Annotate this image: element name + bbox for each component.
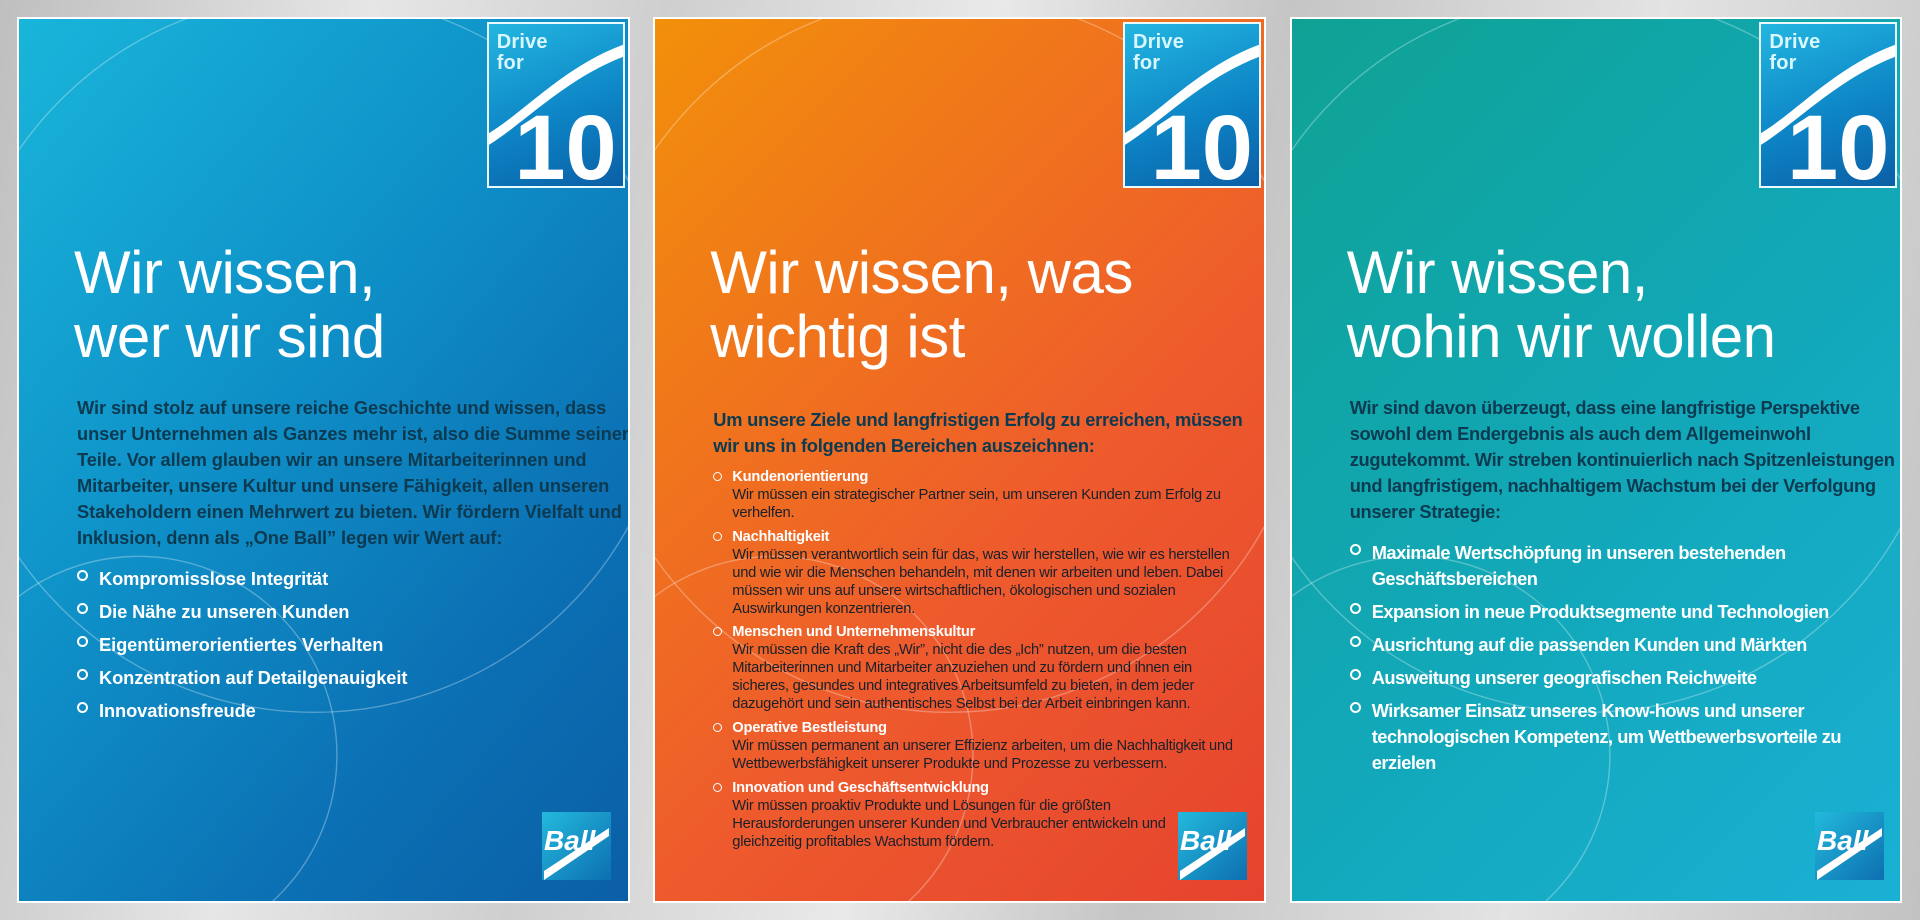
svg-text:Ball: Ball — [1180, 825, 1233, 856]
svg-text:Ball: Ball — [544, 825, 597, 856]
svg-text:Ball: Ball — [1817, 825, 1870, 856]
